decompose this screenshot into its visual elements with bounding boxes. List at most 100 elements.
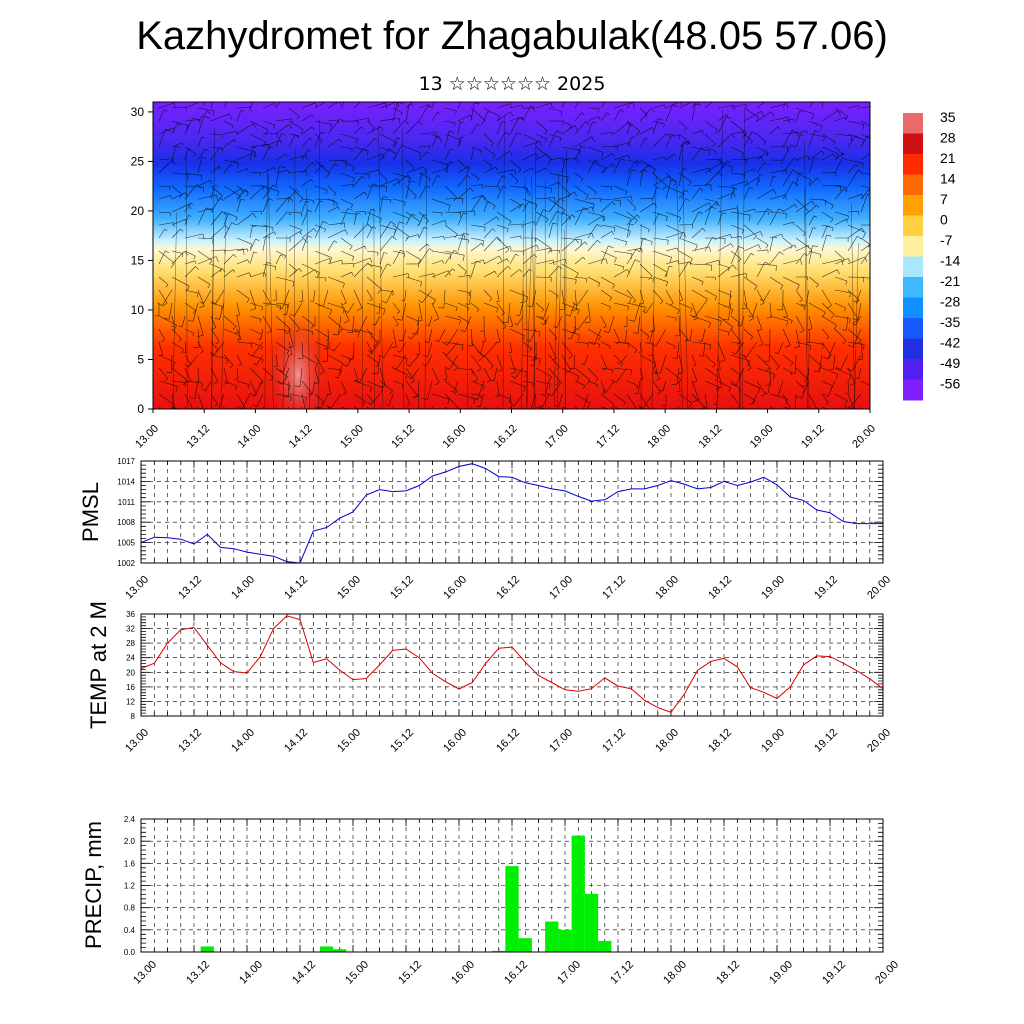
- y-tick-label: 25: [131, 154, 145, 168]
- x-tick-label: 19.12: [799, 423, 827, 451]
- colorbar-swatch: [903, 174, 923, 196]
- x-tick-label: 16.12: [494, 727, 522, 755]
- colorbar-label: -14: [940, 253, 960, 269]
- x-tick-label: 16.12: [494, 574, 522, 602]
- x-tick-label: 20.00: [865, 727, 893, 755]
- wind-streamline: [267, 173, 274, 409]
- precip-bar: [545, 921, 559, 952]
- colorbar-swatch: [903, 133, 923, 155]
- wind-streamline: [804, 188, 808, 409]
- wind-streamline: [681, 144, 689, 409]
- x-tick-label: 17.12: [594, 423, 622, 451]
- grid: [140, 460, 884, 564]
- x-tick-label: 19.00: [759, 727, 787, 755]
- pmsl-axis-label: PMSL: [78, 482, 103, 542]
- series-line: [140, 463, 883, 564]
- x-tick-label: 19.12: [812, 574, 840, 602]
- x-tick-label: 14.12: [287, 423, 315, 451]
- x-tick-label: 15.00: [338, 423, 366, 451]
- x-tick-label: 17.12: [600, 727, 628, 755]
- wind-barbs: [155, 102, 870, 409]
- x-tick-label: 18.00: [645, 423, 673, 451]
- wind-streamline: [738, 214, 741, 409]
- cross-section-field: [153, 102, 870, 409]
- x-tick-label: 18.00: [653, 574, 681, 602]
- cross-section-x-axis: 13.00 13.12 14.00 14.12 15.00 15.12 16.00 16.12…: [133, 409, 878, 451]
- y-tick-label: 1011: [118, 498, 136, 507]
- colorbar-swatch: [903, 359, 923, 380]
- colorbar-label: -35: [940, 314, 960, 330]
- x-tick-label: 13.00: [131, 959, 159, 987]
- x-tick-label: 14.12: [290, 959, 318, 987]
- precip-axis-label: PRECIP, mm: [81, 821, 106, 949]
- x-tick-label: 16.00: [441, 574, 469, 602]
- wind-streamline: [565, 149, 567, 409]
- x-tick-label: 18.12: [706, 574, 734, 602]
- x-tick-label: 15.12: [389, 423, 417, 451]
- y-tick-label: 5: [137, 352, 144, 366]
- wind-streamline: [318, 119, 320, 409]
- precip-bar: [505, 866, 519, 952]
- x-tick-label: 14.12: [282, 574, 310, 602]
- wind-streamline: [402, 128, 405, 409]
- grid: [140, 613, 884, 717]
- wind-streamline: [424, 168, 428, 409]
- wind-streamline: [563, 229, 566, 409]
- x-tick-label: 16.12: [502, 959, 530, 987]
- cross-section-y-axis: 0 5 10 15 20 25 30: [131, 105, 153, 416]
- x-tick-label: 13.00: [133, 423, 161, 451]
- colorbar-swatch: [903, 113, 923, 134]
- y-tick-label: 12: [126, 697, 135, 706]
- precip-bar: [518, 938, 532, 952]
- x-tick-label: 14.00: [229, 574, 257, 602]
- x-tick-label: 13.12: [176, 574, 204, 602]
- colorbar-label: -28: [940, 294, 960, 310]
- wind-streamline: [854, 242, 859, 409]
- warm-core-region: [268, 315, 328, 409]
- x-tick-label: 15.00: [335, 727, 363, 755]
- precip-bar: [558, 929, 572, 952]
- y-tick-label: 1.2: [124, 882, 136, 891]
- x-tick-label: 16.12: [492, 423, 520, 451]
- y-tick-label: 0.0: [124, 948, 136, 957]
- precip-bar: [598, 940, 612, 952]
- colorbar-swatch: [903, 297, 923, 319]
- y-tick-label: 1005: [117, 539, 135, 548]
- wind-barbs-overlay: [155, 102, 870, 409]
- x-tick-label: 13.12: [184, 423, 212, 451]
- y-tick-label: 2.4: [124, 815, 136, 824]
- x-tick-label: 17.00: [543, 423, 571, 451]
- colorbar-swatch: [903, 338, 923, 360]
- wind-streamline: [466, 175, 469, 409]
- colorbar-label: 0: [940, 212, 948, 228]
- colorbar-label: 7: [940, 191, 948, 207]
- page-subtitle: 13 ☆☆☆☆☆☆ 2025: [418, 73, 606, 95]
- wind-streamline: [293, 148, 296, 409]
- colorbar-swatch: [903, 215, 923, 237]
- wind-streamline: [525, 229, 533, 409]
- panel-frame: [140, 460, 884, 564]
- y-tick-label: 8: [131, 712, 136, 721]
- wind-streamline: [531, 177, 536, 409]
- x-tick-label: 17.12: [600, 574, 628, 602]
- colorbar-label: -49: [940, 355, 960, 371]
- precip-panel: PRECIP, mm 0.0 0.4 0.8 1.2 1.6 2.0 2.4 13.00 13.…: [81, 815, 901, 987]
- colorbar-label: -21: [940, 273, 960, 289]
- colorbar-label: 35: [940, 109, 956, 125]
- x-tick-label: 15.12: [396, 959, 424, 987]
- wind-streamline: [851, 203, 855, 409]
- cross-section-panel: 0 5 10 15 20 25 30 13.00 13.12 14.00 14.12 15.00 15…: [131, 101, 878, 451]
- colorbar-swatch: [903, 379, 923, 401]
- y-tick-label: 15: [131, 253, 145, 267]
- colorbar-swatch: [903, 318, 923, 339]
- panel-frame: [140, 613, 884, 717]
- x-tick-label: 17.00: [547, 727, 575, 755]
- page-title: Kazhydromet for Zhagabulak(48.05 57.06): [136, 14, 888, 58]
- y-tick-label: 36: [126, 610, 135, 619]
- wind-streamline: [502, 115, 505, 409]
- x-tick-label: 20.00: [850, 423, 878, 451]
- x-tick-label: 19.12: [820, 959, 848, 987]
- wind-streamline: [361, 222, 364, 409]
- colorbar-swatch: [903, 154, 923, 175]
- wind-streamline: [306, 188, 310, 409]
